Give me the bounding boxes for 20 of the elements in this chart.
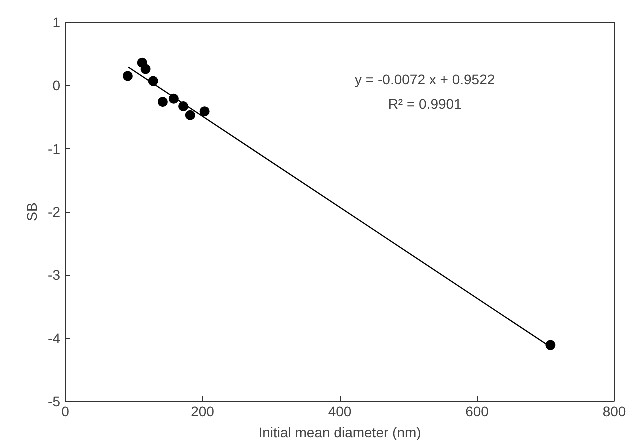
point	[158, 97, 168, 108]
x-tick-label: 400	[328, 404, 352, 420]
point	[122, 71, 133, 82]
y-tick-label: -3	[48, 267, 61, 284]
point	[140, 64, 151, 74]
x-tick-label: 800	[602, 404, 626, 420]
y-tick-label: -5	[48, 394, 61, 410]
y-tick-label: -4	[48, 330, 61, 346]
y-tick-label: 1	[52, 14, 61, 30]
x-axis-title: Initial mean diameter (nm)	[258, 424, 422, 440]
y-tick-label: 0	[52, 78, 61, 94]
y-tick-label: -2	[48, 204, 61, 220]
y-axis-title: SB	[24, 202, 40, 222]
annotation: y = -0.0072 x + 0.9522	[355, 71, 496, 88]
x-tick-label: 200	[191, 404, 215, 420]
x-tick-label: 600	[466, 404, 490, 420]
point	[200, 106, 210, 117]
annotation: R² = 0.9901	[388, 96, 462, 112]
point	[185, 110, 196, 120]
y-tick-label: -1	[48, 140, 61, 157]
